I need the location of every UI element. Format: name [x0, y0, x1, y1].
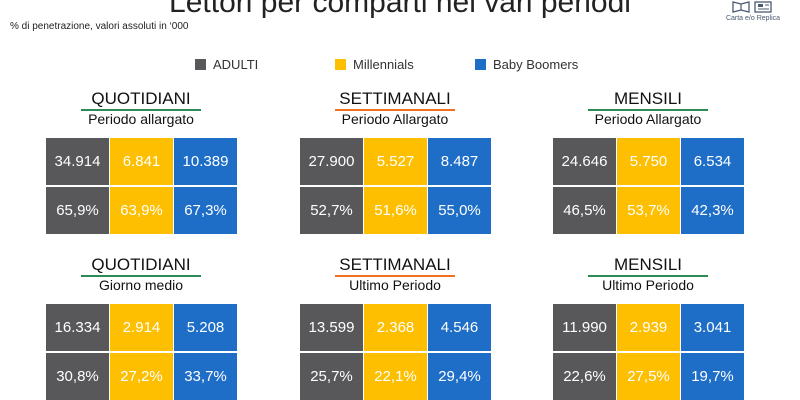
- legend-swatch-baby-boomers: [475, 59, 486, 70]
- panel-header: QUOTIDIANI Giorno medio: [46, 256, 236, 294]
- panel-value-grid: 16.334 2.914 5.208 30,8% 27,2% 33,7%: [46, 304, 237, 400]
- panel-title: SETTIMANALI: [339, 89, 451, 108]
- value-cell-millennials: 2.914: [110, 304, 173, 351]
- legend-item-adulti: ADULTI: [195, 57, 258, 72]
- legend-swatch-millennials: [335, 59, 346, 70]
- value-cell-baby-boomers: 8.487: [428, 138, 491, 185]
- panel-title-underline: [81, 109, 201, 111]
- panel-header: SETTIMANALI Ultimo Periodo: [300, 256, 490, 294]
- panel-mensili-top: MENSILI Periodo Allargato 24.646 5.750 6.534…: [553, 90, 744, 234]
- page-subtitle: % di penetrazione, valori assoluti in ‘0…: [10, 21, 189, 32]
- legend: ADULTI Millennials Baby Boomers: [0, 57, 800, 75]
- panel-title-underline: [335, 275, 455, 277]
- panel-value-grid: 13.599 2.368 4.546 25,7% 22,1% 29,4%: [300, 304, 491, 400]
- value-cell-millennials: 2.368: [364, 304, 427, 351]
- legend-label-adulti: ADULTI: [213, 57, 259, 72]
- panel-value-grid: 27.900 5.527 8.487 52,7% 51,6% 55,0%: [300, 138, 491, 234]
- panel-settimanali-top: SETTIMANALI Periodo Allargato 27.900 5.527 8…: [300, 90, 491, 234]
- panel-title: MENSILI: [613, 255, 683, 274]
- percentage-cell-adulti: 52,7%: [300, 187, 363, 234]
- percentage-cell-millennials: 27,5%: [617, 353, 680, 400]
- value-cell-millennials: 5.527: [364, 138, 427, 185]
- panel-mensili-bottom: MENSILI Ultimo Periodo 11.990 2.939 3.041 22,…: [553, 256, 744, 400]
- newspaper-icon: [732, 1, 772, 13]
- panel-period: Periodo allargato: [88, 111, 194, 127]
- value-cell-baby-boomers: 6.534: [681, 138, 744, 185]
- percentage-cell-millennials: 51,6%: [364, 187, 427, 234]
- value-cell-adulti: 27.900: [300, 138, 363, 185]
- value-cell-baby-boomers: 3.041: [681, 304, 744, 351]
- value-cell-adulti: 13.599: [300, 304, 363, 351]
- percentage-cell-baby-boomers: 33,7%: [174, 353, 237, 400]
- legend-item-millennials: Millennials: [335, 57, 414, 72]
- value-cell-millennials: 2.939: [617, 304, 680, 351]
- value-cell-millennials: 5.750: [617, 138, 680, 185]
- value-cell-baby-boomers: 4.546: [428, 304, 491, 351]
- panel-value-grid: 24.646 5.750 6.534 46,5% 53,7% 42,3%: [553, 138, 744, 234]
- panel-value-grid: 34.914 6.841 10.389 65,9% 63,9% 67,3%: [46, 138, 237, 234]
- panel-settimanali-bottom: SETTIMANALI Ultimo Periodo 13.599 2.368 4.54…: [300, 256, 491, 400]
- percentage-cell-adulti: 65,9%: [46, 187, 109, 234]
- panel-title: SETTIMANALI: [339, 255, 451, 274]
- panel-title-underline: [81, 275, 201, 277]
- percentage-cell-adulti: 46,5%: [553, 187, 616, 234]
- panel-period: Giorno medio: [98, 277, 184, 293]
- panel-header: SETTIMANALI Periodo Allargato: [300, 90, 490, 128]
- panel-period: Ultimo Periodo: [602, 277, 694, 293]
- panel-header: QUOTIDIANI Periodo allargato: [46, 90, 236, 128]
- percentage-cell-millennials: 27,2%: [110, 353, 173, 400]
- panel-value-grid: 11.990 2.939 3.041 22,6% 27,5% 19,7%: [553, 304, 744, 400]
- value-cell-adulti: 24.646: [553, 138, 616, 185]
- panel-title: QUOTIDIANI: [91, 89, 191, 108]
- percentage-cell-millennials: 53,7%: [617, 187, 680, 234]
- percentage-cell-baby-boomers: 55,0%: [428, 187, 491, 234]
- legend-swatch-adulti: [195, 59, 206, 70]
- percentage-cell-adulti: 22,6%: [553, 353, 616, 400]
- panel-quotidiani-top: QUOTIDIANI Periodo allargato 34.914 6.841 10…: [46, 90, 237, 234]
- panel-period: Ultimo Periodo: [349, 277, 441, 293]
- percentage-cell-millennials: 63,9%: [110, 187, 173, 234]
- legend-label-millennials: Millennials: [353, 57, 414, 72]
- panel-header: MENSILI Periodo Allargato: [553, 90, 743, 128]
- value-cell-adulti: 16.334: [46, 304, 109, 351]
- panel-title-underline: [335, 109, 455, 111]
- panel-title: QUOTIDIANI: [91, 255, 191, 274]
- percentage-cell-baby-boomers: 42,3%: [681, 187, 744, 234]
- value-cell-baby-boomers: 5.208: [174, 304, 237, 351]
- value-cell-millennials: 6.841: [110, 138, 173, 185]
- value-cell-baby-boomers: 10.389: [174, 138, 237, 185]
- page-title: Lettori per comparti nei vari periodi: [169, 0, 631, 19]
- panel-quotidiani-bottom: QUOTIDIANI Giorno medio 16.334 2.914 5.208 30…: [46, 256, 237, 400]
- panel-period: Periodo Allargato: [594, 111, 702, 127]
- panel-title: MENSILI: [613, 89, 683, 108]
- legend-label-baby-boomers: Baby Boomers: [493, 57, 579, 72]
- panel-header: MENSILI Ultimo Periodo: [553, 256, 743, 294]
- percentage-cell-adulti: 25,7%: [300, 353, 363, 400]
- panel-period: Periodo Allargato: [341, 111, 449, 127]
- value-cell-adulti: 34.914: [46, 138, 109, 185]
- logo-label: Carta e/o Replica: [725, 15, 781, 22]
- percentage-cell-baby-boomers: 29,4%: [428, 353, 491, 400]
- percentage-cell-adulti: 30,8%: [46, 353, 109, 400]
- percentage-cell-baby-boomers: 19,7%: [681, 353, 744, 400]
- logo: Carta e/o Replica: [718, 0, 788, 22]
- legend-item-baby-boomers: Baby Boomers: [475, 57, 578, 72]
- panel-title-underline: [588, 275, 708, 277]
- value-cell-adulti: 11.990: [553, 304, 616, 351]
- panel-title-underline: [588, 109, 708, 111]
- percentage-cell-millennials: 22,1%: [364, 353, 427, 400]
- percentage-cell-baby-boomers: 67,3%: [174, 187, 237, 234]
